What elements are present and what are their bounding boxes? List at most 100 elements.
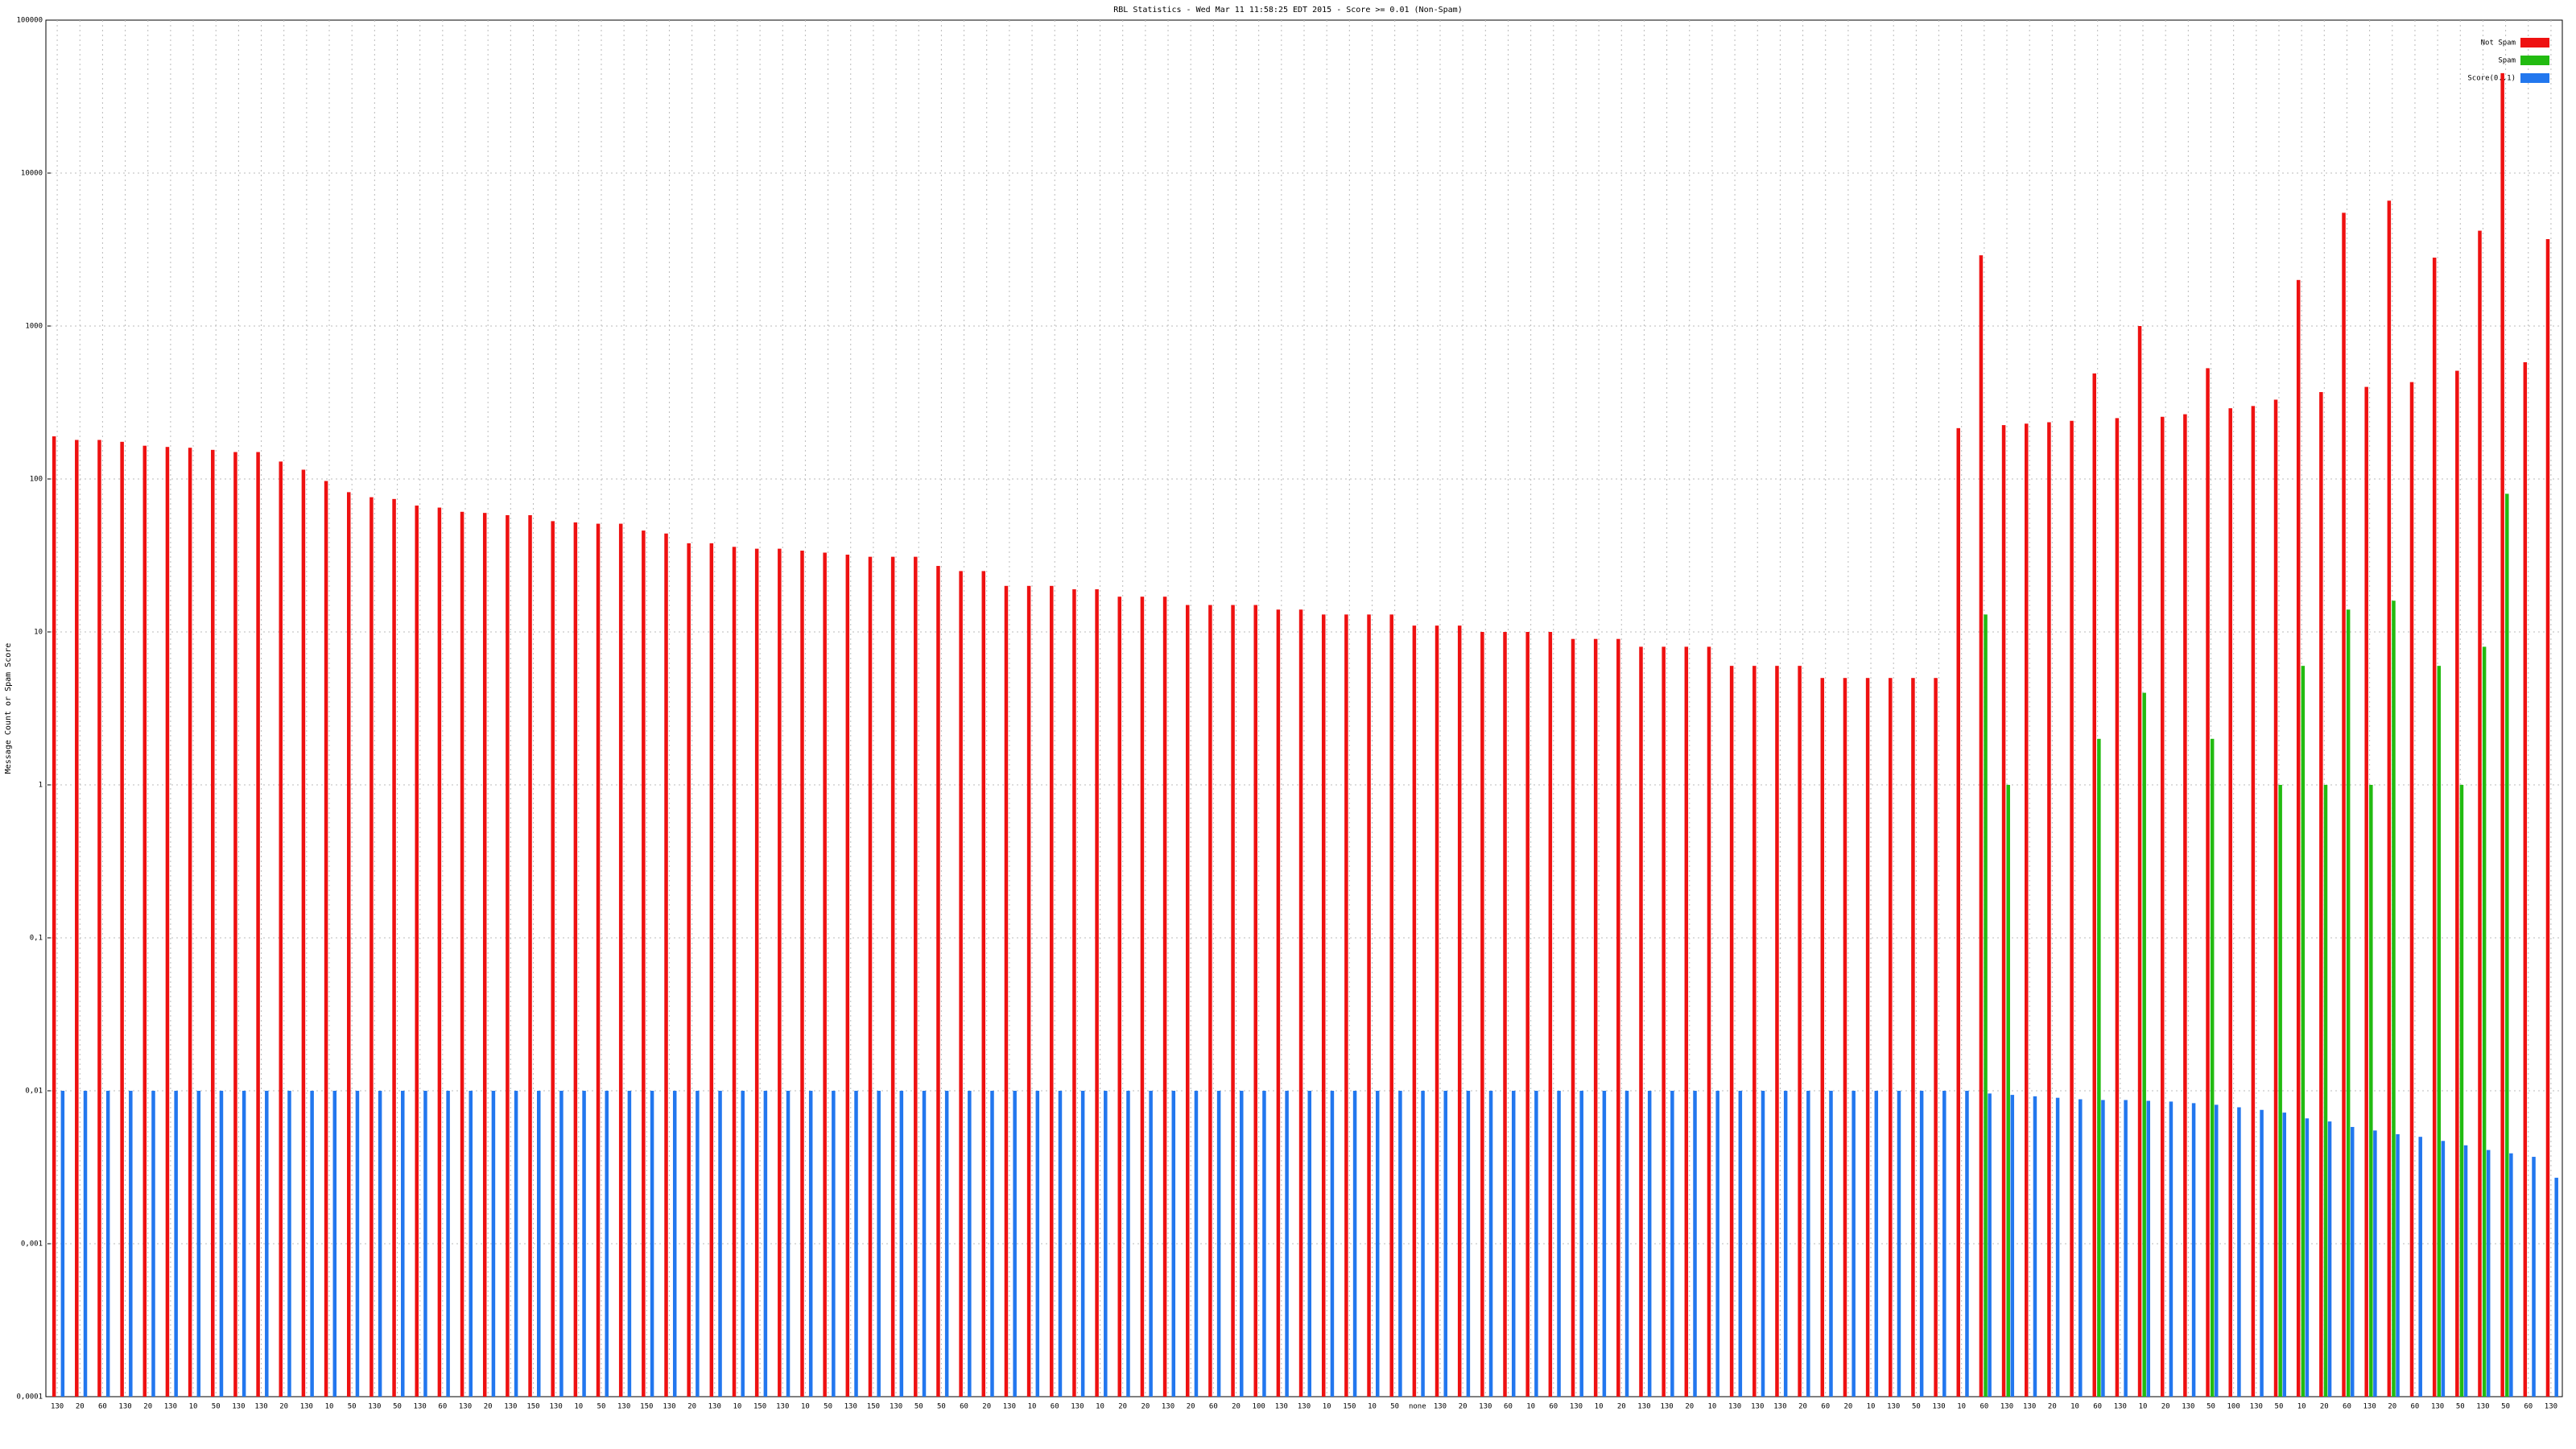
bar — [1253, 605, 1257, 1397]
bar — [378, 1091, 382, 1397]
x-tick-label: 20 — [1232, 1403, 1241, 1411]
bar — [1579, 1091, 1583, 1397]
bar — [1984, 614, 1988, 1397]
y-tick-label: 0,001 — [21, 1241, 43, 1249]
y-tick-label: 0,1 — [30, 935, 43, 943]
bar — [1557, 1091, 1561, 1397]
x-tick-label: 130 — [1479, 1403, 1492, 1411]
bar — [2369, 785, 2373, 1397]
bar — [1285, 1091, 1289, 1397]
x-tick-label: 20 — [2388, 1403, 2396, 1411]
bar — [2432, 258, 2437, 1397]
bar — [1548, 632, 1553, 1397]
bar — [1208, 605, 1212, 1397]
bar — [2396, 1133, 2400, 1397]
bar — [469, 1091, 473, 1397]
x-tick-label: 60 — [2524, 1403, 2533, 1411]
x-tick-label: 130 — [1660, 1403, 1673, 1411]
bar — [2142, 692, 2146, 1397]
x-tick-label: 10 — [189, 1403, 198, 1411]
bar — [1126, 1091, 1130, 1397]
bar — [1117, 597, 1122, 1397]
bar — [1874, 1091, 1879, 1397]
bar — [188, 448, 192, 1397]
bar — [265, 1091, 269, 1397]
bar — [1571, 638, 1575, 1397]
x-tick-label: 20 — [687, 1403, 696, 1411]
x-tick-label: 130 — [2182, 1403, 2194, 1411]
bar — [2146, 1100, 2151, 1397]
bar — [800, 551, 804, 1397]
x-tick-label: none — [1409, 1403, 1426, 1411]
bar — [1707, 646, 1711, 1397]
bar — [1240, 1091, 1244, 1397]
bar — [981, 571, 986, 1397]
bar — [2509, 1153, 2513, 1397]
y-tick-label: 0,0001 — [16, 1393, 43, 1402]
bar — [808, 1091, 813, 1397]
x-tick-label: 60 — [2093, 1403, 2102, 1411]
bar — [1216, 1091, 1221, 1397]
bar — [2346, 609, 2351, 1397]
bar — [211, 449, 215, 1397]
bar — [1593, 638, 1598, 1397]
bar — [233, 452, 237, 1397]
y-tick-label: 100 — [30, 476, 43, 484]
bar — [1752, 666, 1757, 1397]
bar — [1798, 666, 1802, 1397]
bar — [287, 1091, 291, 1397]
bar — [1670, 1091, 1674, 1397]
bar — [650, 1091, 654, 1397]
bar — [778, 548, 782, 1397]
x-tick-label: 60 — [438, 1403, 447, 1411]
x-tick-label: 20 — [1141, 1403, 1150, 1411]
bar — [2323, 785, 2328, 1397]
bar — [1389, 614, 1393, 1397]
bar — [1488, 1091, 1493, 1397]
bar — [423, 1091, 427, 1397]
bar — [415, 506, 419, 1397]
bar — [97, 440, 101, 1397]
bar — [2418, 1137, 2422, 1397]
bar — [2024, 423, 2029, 1397]
x-tick-label: 50 — [1390, 1403, 1399, 1411]
x-tick-label: 50 — [2275, 1403, 2284, 1411]
bar — [2115, 418, 2120, 1397]
bar — [2273, 399, 2278, 1397]
x-tick-label: 130 — [1773, 1403, 1786, 1411]
x-tick-label: 130 — [2363, 1403, 2376, 1411]
bar — [355, 1091, 360, 1397]
bar — [2463, 1145, 2468, 1397]
bar — [845, 555, 850, 1397]
x-tick-label: 10 — [1707, 1403, 1716, 1411]
bar — [944, 1091, 949, 1397]
bar — [1956, 427, 1961, 1397]
x-tick-label: 20 — [279, 1403, 288, 1411]
bar — [105, 1091, 110, 1397]
bar — [2101, 1100, 2105, 1397]
bar — [392, 498, 396, 1397]
x-tick-label: 20 — [2161, 1403, 2170, 1411]
x-tick-label: 50 — [2456, 1403, 2465, 1411]
x-tick-label: 150 — [640, 1403, 653, 1411]
x-tick-label: 20 — [1187, 1403, 1195, 1411]
bar — [854, 1091, 858, 1397]
bar — [1443, 1091, 1447, 1397]
bar — [2206, 368, 2210, 1397]
bar — [2545, 239, 2550, 1397]
x-tick-label: 60 — [2343, 1403, 2351, 1411]
x-tick-label: 130 — [663, 1403, 675, 1411]
x-tick-label: 50 — [914, 1403, 923, 1411]
x-tick-label: 10 — [1526, 1403, 1535, 1411]
x-tick-label: 60 — [1051, 1403, 1059, 1411]
bar — [2097, 738, 2101, 1397]
bar — [528, 514, 532, 1397]
bar — [2455, 370, 2459, 1397]
x-tick-label: 10 — [2297, 1403, 2306, 1411]
x-tick-label: 130 — [844, 1403, 857, 1411]
x-tick-label: 60 — [1821, 1403, 1830, 1411]
bar — [1602, 1091, 1607, 1397]
chart-title: RBL Statistics - Wed Mar 11 11:58:25 EDT… — [1113, 6, 1462, 14]
bar — [83, 1091, 88, 1397]
bar — [346, 492, 351, 1397]
